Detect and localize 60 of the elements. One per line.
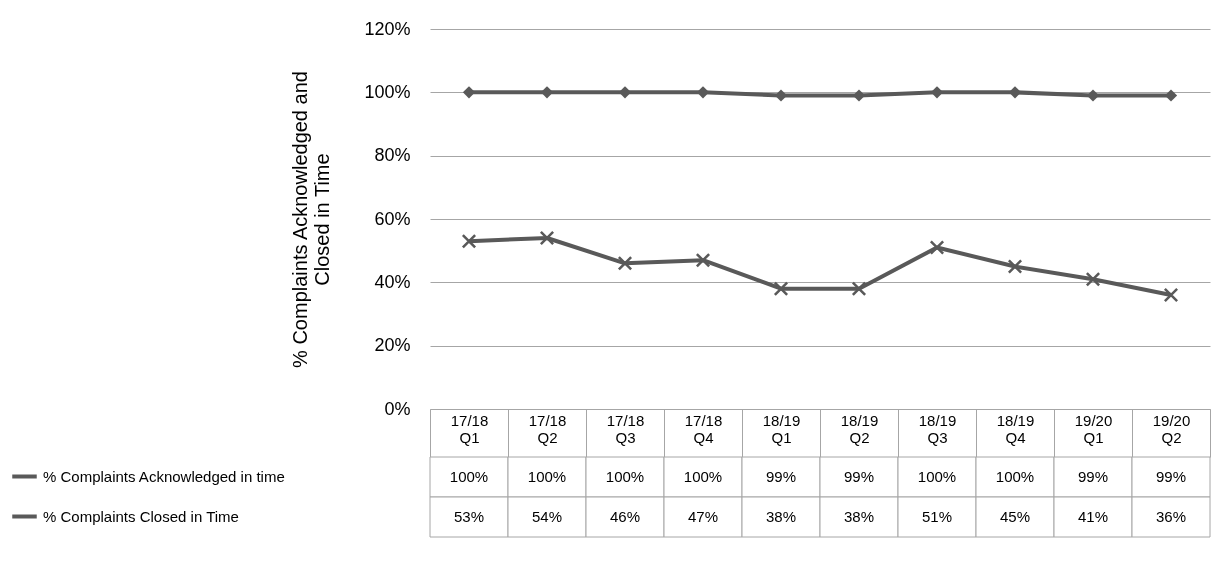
data-label: 54% (531, 508, 563, 525)
data-label: 51% (921, 508, 953, 525)
x-tick-label: 17/18 Q1 (450, 411, 489, 446)
data-label: 100% (917, 468, 957, 485)
y-axis-title: % Complaints Acknowledged and Closed in Time (288, 71, 333, 368)
data-label: 53% (453, 508, 485, 525)
data-label: 41% (1077, 508, 1109, 525)
y-tick-label: 40% (374, 271, 411, 292)
data-label: 100% (605, 468, 645, 485)
point (773, 281, 789, 297)
data-label: 36% (1155, 508, 1187, 525)
x-tick-label: 17/18 Q3 (606, 411, 645, 446)
point (1008, 86, 1022, 99)
data-label: 99% (765, 468, 797, 485)
data-label: 45% (999, 508, 1031, 525)
data-label: 100% (449, 468, 489, 485)
y-tick-label: 80% (374, 145, 411, 166)
y-tick-label: 20% (374, 335, 411, 356)
x-tick-label: 17/18 Q4 (684, 411, 723, 446)
x-tick-label: 18/19 Q2 (840, 411, 879, 446)
point (930, 86, 944, 99)
point (852, 89, 866, 102)
data-label: 47% (687, 508, 719, 525)
data-label: 38% (765, 508, 797, 525)
point (539, 230, 555, 246)
point (929, 240, 945, 255)
data-label: 38% (843, 508, 875, 525)
point (695, 252, 711, 268)
x-tick-label: 18/19 Q4 (996, 411, 1035, 446)
legend-label: % Complaints Acknowledged in time (43, 467, 285, 485)
x-tick-label: 18/19 Q3 (918, 411, 957, 446)
x-tick-label: 18/19 Q1 (762, 411, 801, 446)
point (540, 86, 554, 99)
data-label: 100% (995, 468, 1035, 485)
y-tick-label: 0% (384, 398, 411, 419)
data-label: 46% (609, 508, 641, 525)
legend-label: % Complaints Closed in Time (43, 507, 239, 525)
point (1086, 89, 1100, 102)
data-label: 99% (1077, 468, 1109, 485)
x-tick-label: 19/20 Q1 (1074, 411, 1113, 446)
data-label: 99% (1155, 468, 1187, 485)
point (774, 89, 788, 102)
point (1085, 271, 1101, 287)
point (696, 86, 710, 99)
y-tick-label: 120% (364, 18, 411, 39)
y-tick-label: 100% (364, 81, 411, 102)
point (851, 281, 867, 297)
point (1163, 287, 1179, 303)
x-tick-label: 19/20 Q2 (1152, 411, 1191, 446)
data-label: 100% (527, 468, 567, 485)
point (461, 233, 477, 249)
point (1007, 259, 1023, 274)
point (617, 255, 633, 271)
point (1164, 89, 1178, 102)
y-tick-label: 60% (374, 208, 411, 229)
data-label: 100% (683, 468, 723, 485)
x-tick-label: 17/18 Q2 (528, 411, 567, 446)
data-label: 99% (843, 468, 875, 485)
point (618, 86, 632, 99)
point (462, 86, 476, 99)
